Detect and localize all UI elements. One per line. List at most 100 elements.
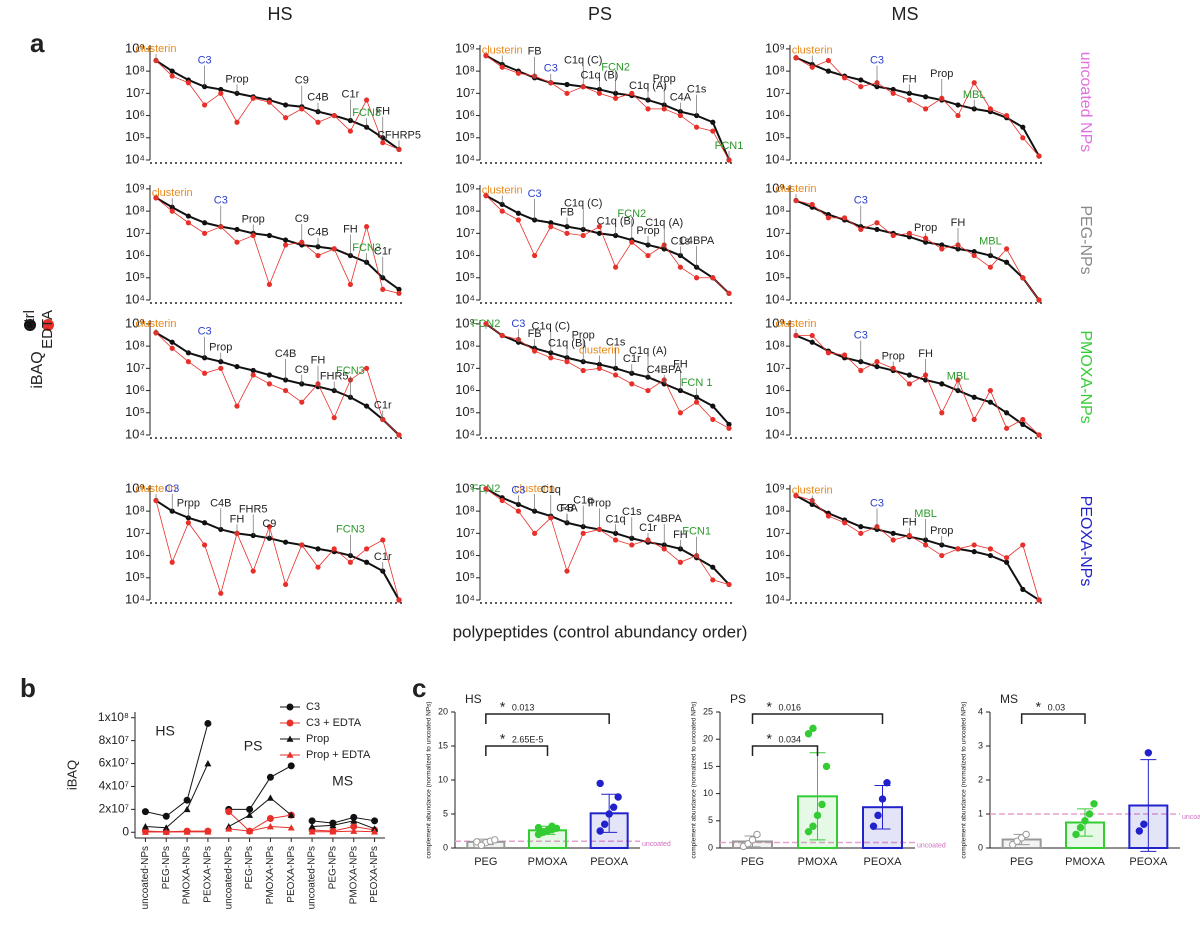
series-line <box>155 331 400 436</box>
significance-star: * <box>767 699 773 715</box>
significance-bracket <box>1020 713 1086 724</box>
annotation: C1r <box>342 88 360 100</box>
data-point <box>1004 246 1010 252</box>
data-point <box>1004 410 1010 416</box>
legend-marker <box>42 319 54 331</box>
replicate-point <box>809 822 817 830</box>
replicate-point <box>605 810 613 818</box>
data-point <box>380 537 386 543</box>
annotation: C3 <box>165 483 179 495</box>
replicate-point <box>596 827 604 835</box>
data-point <box>287 824 295 831</box>
data-point <box>183 805 191 813</box>
data-point <box>677 112 684 119</box>
data-point <box>308 823 316 830</box>
annotation: Prop <box>930 525 953 537</box>
annotation: clusterin <box>514 483 555 495</box>
row-label: PEOXA-NPs <box>1077 496 1094 587</box>
data-point <box>246 811 254 818</box>
data-point <box>329 821 337 829</box>
annotation: C3 <box>214 195 228 207</box>
y-tick-label: 10⁷ <box>456 85 475 100</box>
replicate-point <box>753 830 761 839</box>
data-point <box>987 399 994 405</box>
y-tick-label: 10⁷ <box>456 525 475 540</box>
data-point <box>515 217 522 223</box>
data-point <box>1036 297 1042 303</box>
y-tick-label: 10⁷ <box>456 360 475 375</box>
replicate-point <box>822 762 831 771</box>
data-point <box>234 226 240 233</box>
replicate-point <box>748 836 757 844</box>
data-point <box>987 546 994 552</box>
data-point <box>183 796 191 804</box>
annotation: C3 <box>198 326 212 338</box>
annotation: C3 <box>544 63 558 75</box>
y-tick-label: 10⁶ <box>765 107 785 122</box>
annotation: FB <box>528 46 542 58</box>
data-point <box>825 215 832 221</box>
replicate-point <box>609 803 618 811</box>
data-point <box>315 564 321 570</box>
data-point <box>315 546 321 552</box>
annotation: Prop <box>636 225 659 237</box>
data-point <box>371 817 379 825</box>
data-point <box>202 520 208 526</box>
data-point <box>825 68 832 74</box>
annotation: C9 <box>295 364 309 376</box>
data-point <box>532 530 538 536</box>
data-point <box>694 124 700 130</box>
series-line <box>795 200 1040 301</box>
annotation: FCN3 <box>352 107 381 119</box>
y-tick-label: 1 <box>978 808 983 818</box>
data-point <box>548 515 554 521</box>
data-point <box>1020 542 1026 548</box>
annotation: C1s <box>687 83 707 95</box>
series-line <box>485 323 730 429</box>
replicate-point <box>614 793 622 801</box>
x-tick-label: uncoated-NPs <box>140 846 151 909</box>
data-point <box>347 281 353 288</box>
x-tick-label: PMOXA <box>528 856 568 868</box>
series-line <box>795 199 1040 301</box>
x-tick-label: uncoated-NPs <box>307 846 318 909</box>
data-point <box>364 365 370 371</box>
y-tick-label: 8x10⁷ <box>99 733 129 747</box>
y-tick-label: 10⁹ <box>125 480 145 495</box>
data-point <box>596 90 603 96</box>
replicate-point <box>596 779 604 788</box>
chart-title: PS <box>730 692 746 706</box>
data-point <box>185 359 191 365</box>
annotation: FH <box>673 529 688 541</box>
significance-bracket <box>485 745 549 756</box>
data-point <box>483 53 489 59</box>
y-tick-label: 0 <box>122 824 129 838</box>
data-point <box>162 828 170 835</box>
annotation: C3 <box>854 330 868 342</box>
data-point <box>532 348 538 354</box>
y-tick-label: 10⁸ <box>125 203 145 218</box>
data-point <box>842 352 848 358</box>
data-point <box>580 524 586 530</box>
data-point <box>923 94 929 100</box>
y-tick-label: 10⁸ <box>455 63 475 78</box>
data-point <box>202 230 208 236</box>
data-point <box>890 90 896 96</box>
data-point <box>1036 153 1042 159</box>
reference-label: uncoated <box>917 842 946 849</box>
legend-label: ctrl <box>21 310 38 330</box>
y-tick-label: 10⁵ <box>455 129 475 144</box>
y-tick-label: 10⁹ <box>765 315 785 330</box>
data-point <box>364 559 370 565</box>
annotation: MBL <box>947 370 970 382</box>
data-point <box>939 410 945 416</box>
data-point <box>1020 124 1026 130</box>
series-line <box>795 494 1040 601</box>
y-tick-label: 0 <box>708 842 713 852</box>
annotation: FCN2 <box>601 61 630 73</box>
data-point <box>380 140 386 146</box>
data-point <box>266 535 272 541</box>
annotation: C1s <box>606 336 626 348</box>
data-point <box>185 80 191 86</box>
replicate-point <box>818 800 826 809</box>
